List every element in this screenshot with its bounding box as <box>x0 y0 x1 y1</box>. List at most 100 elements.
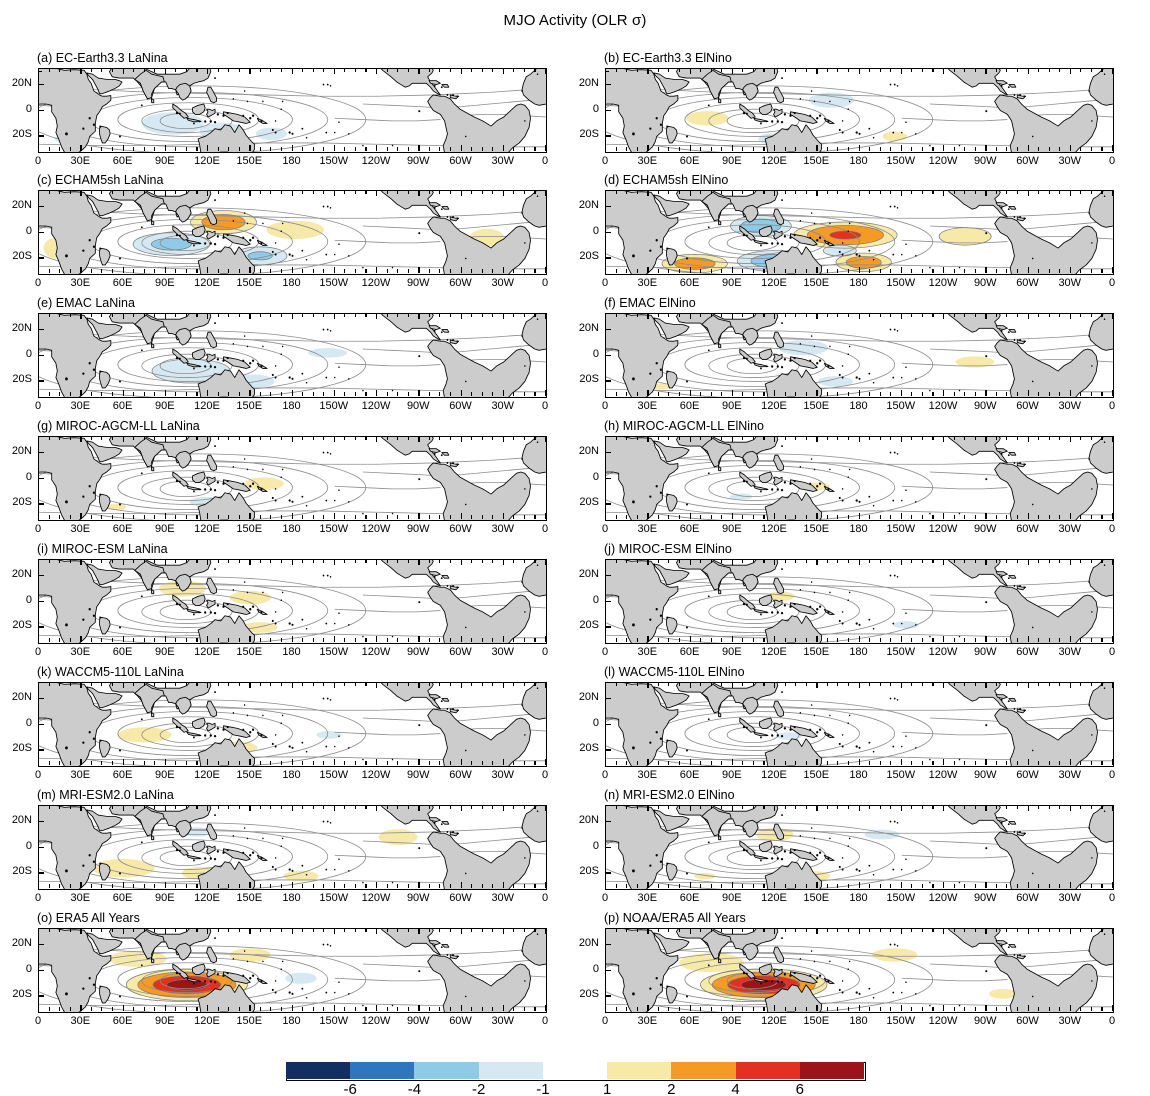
x-minor-tick-top <box>481 436 483 440</box>
map-panel-a[interactable] <box>38 68 547 153</box>
x-minor-tick <box>710 884 712 888</box>
x-minor-tick-top <box>101 559 103 563</box>
x-minor-tick <box>1048 515 1050 519</box>
x-tick-label: 60E <box>679 1015 700 1027</box>
x-minor-tick-top <box>449 682 452 686</box>
x-tick-label: 150E <box>236 523 263 535</box>
x-minor-tick-top <box>270 436 272 440</box>
x-minor-tick <box>1038 147 1040 151</box>
map-panel-j[interactable] <box>605 559 1114 644</box>
x-minor-tick <box>481 515 483 519</box>
map-panel-h[interactable] <box>605 436 1114 521</box>
y-tick-label: 20S <box>12 128 32 141</box>
x-tick-mark <box>333 882 336 888</box>
y-tick-label: 20S <box>579 742 599 755</box>
x-minor-tick <box>344 392 346 396</box>
x-tick-mark <box>207 390 209 396</box>
x-tick-label: 60W <box>449 155 472 167</box>
map-panel-l[interactable] <box>605 682 1114 767</box>
x-minor-tick <box>312 1007 314 1011</box>
x-minor-tick <box>953 761 955 765</box>
x-tick-mark-top <box>1069 68 1072 74</box>
map-panel-e[interactable] <box>38 313 547 398</box>
colorbar-swatch[interactable] <box>414 1062 479 1079</box>
x-minor-tick-top <box>48 313 50 317</box>
colorbar-swatch[interactable] <box>286 1062 351 1079</box>
x-minor-tick-top <box>805 928 807 932</box>
x-minor-tick <box>795 515 797 519</box>
x-minor-tick <box>523 884 525 888</box>
x-minor-tick <box>837 269 839 273</box>
x-minor-tick <box>700 269 702 273</box>
x-tick-mark <box>545 145 547 151</box>
x-tick-label: 30W <box>1058 400 1082 412</box>
x-minor-tick-top <box>763 805 765 809</box>
x-minor-tick <box>1016 638 1019 642</box>
x-tick-label: 120E <box>761 646 787 658</box>
x-minor-tick-top <box>312 190 314 194</box>
x-tick-mark <box>38 390 40 396</box>
colorbar-swatch[interactable] <box>671 1062 736 1079</box>
x-minor-tick-top <box>847 436 850 440</box>
colorbar-swatch[interactable] <box>350 1062 415 1079</box>
x-tick-label: 90W <box>406 1015 430 1027</box>
map-panel-c[interactable] <box>38 190 547 275</box>
x-minor-tick-top <box>678 313 681 317</box>
map-panel-d[interactable] <box>605 190 1114 275</box>
x-minor-tick-top <box>407 805 409 809</box>
x-minor-tick <box>143 392 145 396</box>
x-tick-label: 30W <box>491 155 515 167</box>
x-tick-mark-top <box>291 805 293 811</box>
x-minor-tick-top <box>386 682 388 686</box>
colorbar-swatch[interactable] <box>542 1062 608 1079</box>
x-minor-tick <box>763 1007 765 1011</box>
x-tick-mark-top <box>1069 805 1072 811</box>
x-minor-tick-top <box>439 805 441 809</box>
map-panel-b[interactable] <box>605 68 1114 153</box>
map-panel-o[interactable] <box>38 928 547 1013</box>
x-minor-tick <box>471 515 473 519</box>
x-tick-mark <box>164 390 167 396</box>
colorbar-swatch[interactable] <box>799 1062 864 1079</box>
map-panel-i[interactable] <box>38 559 547 644</box>
y-tick-label: 0 <box>25 716 32 729</box>
map-panel-m[interactable] <box>38 805 547 890</box>
x-minor-tick-top <box>154 805 156 809</box>
x-minor-tick <box>879 269 881 273</box>
x-tick-label: 120W <box>928 400 958 412</box>
x-minor-tick-top <box>101 805 103 809</box>
panel-title-l: (l) WACCM5-110L ElNino <box>604 665 745 679</box>
colorbar-swatch[interactable] <box>478 1062 543 1079</box>
x-minor-tick-top <box>365 68 367 72</box>
x-minor-tick <box>763 392 765 396</box>
x-tick-mark-top <box>605 805 607 811</box>
x-tick-mark <box>376 882 378 888</box>
x-tick-mark <box>418 390 420 396</box>
x-minor-tick <box>1080 761 1082 765</box>
x-minor-tick <box>228 392 230 396</box>
x-tick-mark <box>1069 882 1072 888</box>
x-minor-tick-top <box>879 313 881 317</box>
x-tick-label: 180 <box>849 523 868 535</box>
x-tick-mark-top <box>418 928 420 934</box>
map-panel-f[interactable] <box>605 313 1114 398</box>
colorbar-swatch[interactable] <box>735 1062 800 1079</box>
map-panel-k[interactable] <box>38 682 547 767</box>
x-minor-tick <box>805 638 807 642</box>
x-minor-tick-top <box>407 928 409 932</box>
x-tick-mark <box>164 145 167 151</box>
x-minor-tick-top <box>185 682 187 686</box>
x-tick-mark <box>1027 267 1029 273</box>
map-panel-n[interactable] <box>605 805 1114 890</box>
x-minor-tick-top <box>397 682 399 686</box>
x-tick-label: 30E <box>70 892 91 904</box>
colorbar-swatch[interactable] <box>607 1062 672 1079</box>
map-panel-g[interactable] <box>38 436 547 521</box>
x-minor-tick-top <box>280 68 283 72</box>
island-dots <box>65 441 539 515</box>
x-tick-label: 30W <box>1058 155 1082 167</box>
x-tick-label: 60E <box>679 646 700 658</box>
x-minor-tick <box>344 638 346 642</box>
x-minor-tick-top <box>302 436 304 440</box>
map-panel-p[interactable] <box>605 928 1114 1013</box>
